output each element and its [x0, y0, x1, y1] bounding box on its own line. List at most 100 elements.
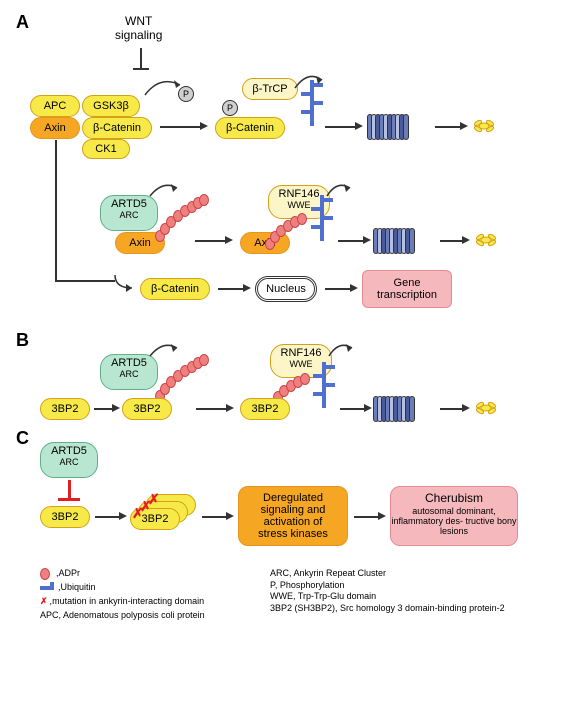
arrowhead-c2	[226, 512, 234, 520]
legend: , ADPr , Ubiquitin ✗ , mutation in ankyr…	[40, 568, 540, 621]
legend-adpr-icon	[40, 568, 50, 580]
p-text-2: P	[227, 103, 233, 113]
axin-text-1: Axin	[44, 122, 65, 134]
bcat-text-2: β-Catenin	[226, 122, 274, 134]
axin-text-2: Axin	[129, 237, 150, 249]
proteasome-1	[368, 114, 408, 140]
artd5-protein-b: ARTD5 ARC	[100, 354, 158, 390]
axin-protein-1: Axin	[30, 117, 80, 139]
arrow-c1	[95, 516, 119, 518]
degraded-2	[474, 230, 498, 255]
bcat-text-3: β-Catenin	[151, 283, 199, 295]
legend-mut-text: mutation in ankyrin-interacting domain	[52, 596, 204, 608]
artd5-text-c: ARTD5	[41, 445, 97, 457]
legend-adpr-text: ADPr	[59, 568, 81, 580]
gene-text: Gene transcription	[377, 277, 437, 301]
wnt-label: WNT signaling	[115, 14, 162, 42]
arrow-4	[195, 240, 225, 242]
legend-x-icon: ✗	[40, 596, 48, 608]
arc-text-c: ARC	[41, 457, 97, 467]
x-3: ✗	[132, 505, 144, 522]
arrow-2	[325, 126, 355, 128]
arrow-1	[160, 126, 200, 128]
artd5-text-b: ARTD5	[101, 357, 157, 369]
vline-1	[55, 140, 57, 280]
arrow-8	[325, 288, 350, 290]
dereg-box: Deregulated signaling and activation of …	[238, 486, 348, 546]
3bp2-protein-b3: 3BP2	[240, 398, 290, 420]
apc-protein: APC	[30, 95, 80, 117]
legend-3bp2-text: 3BP2 (SH3BP2), Src homology 3 domain-bin…	[270, 603, 540, 615]
cherub-sub-text: autosomal dominant, inflammatory des- tr…	[391, 507, 517, 537]
gene-transcription: Gene transcription	[362, 270, 452, 308]
cherub-box: Cherubism autosomal dominant, inflammato…	[390, 486, 518, 546]
3bp2-protein-c1: 3BP2	[40, 506, 90, 528]
wnt-inhibit-line	[140, 48, 142, 68]
3bp2-protein-b2: 3BP2	[122, 398, 172, 420]
arrowhead-b2	[226, 404, 234, 412]
legend-wwe-text: WWE, Trp-Trp-Glu domain	[270, 591, 540, 603]
legend-ubiq-text: Ubiquitin	[61, 582, 96, 594]
btrcp-text: β-TrCP	[252, 83, 287, 95]
gsk3b-protein: GSK3β	[82, 95, 140, 117]
btrcp-protein: β-TrCP	[242, 78, 298, 100]
arrowhead-c1	[119, 512, 127, 520]
arrowhead-b3	[364, 404, 372, 412]
bcat-protein-1: β-Catenin	[82, 117, 152, 139]
arrowhead-1	[200, 122, 208, 130]
artd5-protein-a: ARTD5 ARC	[100, 195, 158, 231]
bcat-protein-2: β-Catenin	[215, 117, 285, 139]
arrow-b1	[94, 408, 112, 410]
bcat-text-1: β-Catenin	[93, 122, 141, 134]
arrowhead-2	[355, 122, 363, 130]
p-text-1: P	[183, 89, 189, 99]
ck1-text: CK1	[95, 143, 116, 155]
arrowhead-b1	[112, 404, 120, 412]
arc-text-b: ARC	[101, 369, 157, 379]
arrow-3	[435, 126, 460, 128]
legend-ubiq-icon	[40, 582, 58, 594]
curve-down-1	[110, 270, 140, 295]
arrowhead-5	[363, 236, 371, 244]
dereg-text: Deregulated signaling and activation of …	[258, 492, 328, 540]
degraded-1	[472, 116, 496, 141]
arrow-c2	[202, 516, 226, 518]
ck1-protein: CK1	[82, 139, 130, 159]
3bp2-protein-b1: 3BP2	[40, 398, 90, 420]
arc-text-a: ARC	[101, 210, 157, 220]
artd5-protein-c: ARTD5 ARC	[40, 442, 98, 478]
red-inhibit-end	[58, 498, 80, 501]
arrowhead-7	[243, 284, 251, 292]
apc-text: APC	[44, 100, 67, 112]
legend-p-text: P, Phosphorylation	[270, 580, 540, 592]
legend-apc-text: APC, Adenomatous polyposis coli protein	[40, 610, 270, 622]
arrow-b2	[196, 408, 226, 410]
artd5-text-a: ARTD5	[101, 198, 157, 210]
panel-c-label: C	[16, 428, 29, 449]
arrowhead-6	[462, 236, 470, 244]
arrowhead-c3	[378, 512, 386, 520]
arrow-b4	[440, 408, 462, 410]
cherub-text: Cherubism	[391, 491, 517, 505]
arrowhead-4	[225, 236, 233, 244]
3bp2-text-b3: 3BP2	[252, 403, 279, 415]
proteasome-b	[374, 396, 414, 422]
panel-a-label: A	[16, 12, 29, 33]
degraded-b	[474, 398, 498, 423]
arrow-b3	[340, 408, 364, 410]
gsk3b-text: GSK3β	[93, 100, 129, 112]
bcat-protein-3: β-Catenin	[140, 278, 210, 300]
p-circle-1: P	[178, 86, 194, 102]
3bp2-text-c1: 3BP2	[52, 511, 79, 523]
arrow-6	[440, 240, 462, 242]
3bp2-text-b2: 3BP2	[134, 403, 161, 415]
3bp2-text-b1: 3BP2	[52, 403, 79, 415]
hline-to-bcat	[55, 280, 115, 282]
arrow-7	[218, 288, 243, 290]
nucleus-text: Nucleus	[266, 283, 306, 295]
red-inhibit-line	[68, 480, 71, 498]
rnf146-text-b: RNF146	[271, 347, 331, 359]
p-circle-2: P	[222, 100, 238, 116]
legend-arc-text: ARC, Ankyrin Repeat Cluster	[270, 568, 540, 580]
nucleus: Nucleus	[255, 276, 317, 302]
